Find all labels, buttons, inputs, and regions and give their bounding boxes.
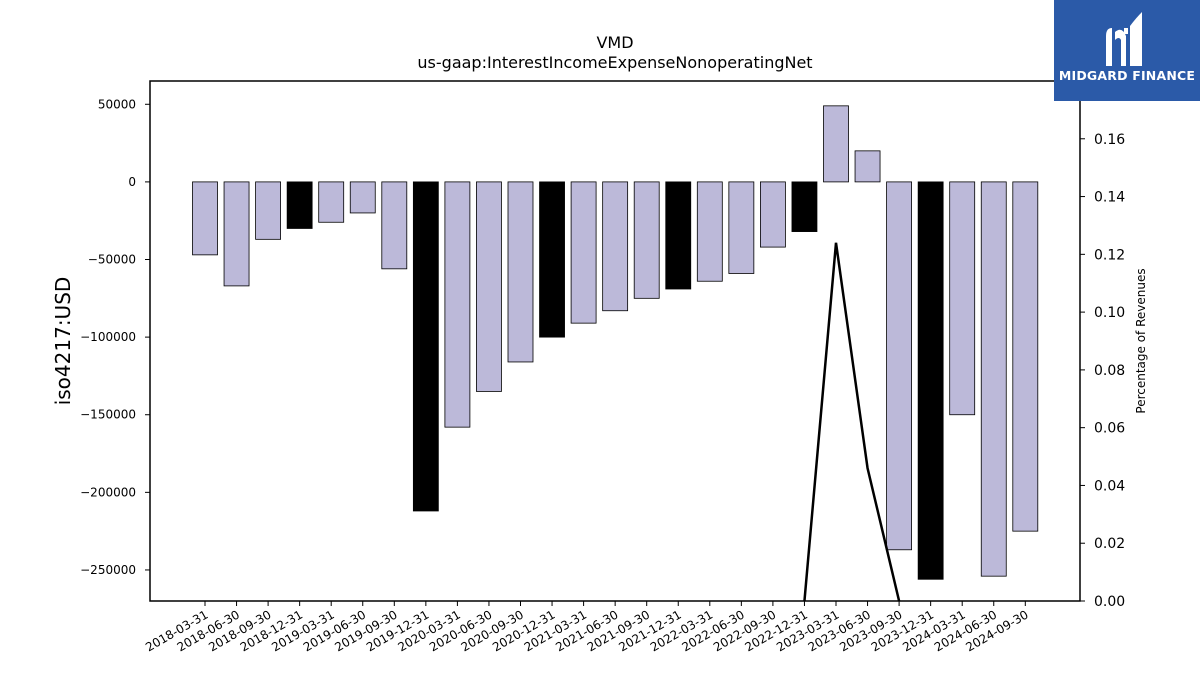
- chart-title: VMD: [596, 33, 633, 52]
- y-tick-label: −200000: [80, 485, 136, 499]
- y2-tick-label: 0.08: [1094, 363, 1125, 379]
- bar-2023-12-31: [917, 181, 944, 580]
- bar-2024-03-31: [949, 181, 976, 416]
- logo-mark-icon: [1106, 12, 1142, 66]
- x-axis: 2018-03-312018-06-302018-09-302018-12-31…: [143, 601, 1031, 654]
- bar-2021-03-31: [570, 181, 597, 324]
- bar-2019-12-31: [412, 181, 439, 512]
- bar-2021-09-30: [633, 181, 660, 299]
- y-tick-label: −250000: [80, 563, 136, 577]
- bar-2020-09-30: [507, 181, 534, 363]
- bar-2022-09-30: [760, 181, 786, 248]
- y2-tick-label: 0.12: [1094, 247, 1125, 263]
- brand-logo: MIDGARD FINANCE: [1054, 0, 1200, 101]
- y2-tick-label: 0.02: [1094, 536, 1125, 552]
- bar-2018-12-31: [286, 181, 313, 229]
- y2-tick-label: 0.14: [1094, 190, 1125, 206]
- bar-2021-12-31: [665, 181, 692, 290]
- bar-2019-09-30: [381, 181, 408, 270]
- y2-tick-label: 0.10: [1094, 305, 1125, 321]
- bar-2018-06-30: [223, 181, 250, 287]
- y2-tick-label: 0.16: [1094, 132, 1125, 148]
- bar-2019-03-31: [318, 181, 345, 223]
- y2-axis-label: Percentage of Revenues: [1134, 268, 1148, 413]
- bar-2018-09-30: [255, 181, 282, 240]
- bar-2022-12-31: [791, 181, 818, 232]
- y2-tick-label: 0.00: [1094, 594, 1125, 610]
- bar-2020-12-31: [539, 181, 565, 338]
- bar-2018-03-31: [192, 181, 218, 256]
- y2-tick-label: 0.06: [1094, 421, 1125, 437]
- y-tick-label: 0: [128, 175, 136, 189]
- bar-2022-03-31: [696, 181, 723, 282]
- y2-tick-label: 0.04: [1094, 478, 1125, 494]
- y-tick-label: −150000: [80, 408, 136, 422]
- logo-text: MIDGARD FINANCE: [1058, 68, 1196, 83]
- bar-2023-03-31: [823, 105, 849, 183]
- bar-2024-09-30: [1012, 181, 1039, 532]
- bar-2020-06-30: [476, 181, 502, 392]
- chart-subtitle: us-gaap:InterestIncomeExpenseNonoperatin…: [417, 53, 812, 72]
- bar-2022-06-30: [728, 181, 755, 274]
- y-tick-label: −100000: [80, 330, 136, 344]
- y-axis-label: iso4217:USD: [51, 277, 75, 406]
- bars-layer: [192, 105, 1039, 580]
- bar-2023-06-30: [854, 150, 881, 183]
- bar-2019-06-30: [349, 181, 376, 214]
- bar-2024-06-30: [980, 181, 1007, 577]
- bar-2020-03-31: [444, 181, 471, 428]
- y2-axis: 0.00 0.02 0.04 0.06 0.08 0.10 0.12 0.14 0.16: [1080, 132, 1125, 610]
- bar-2021-06-30: [602, 181, 629, 312]
- y-tick-label: −50000: [88, 253, 136, 267]
- bar-2023-09-30: [886, 181, 912, 551]
- y-tick-label: 50000: [98, 97, 136, 111]
- y-axis: 50000 0 −50000 −100000 −150000 −200000 −250000: [80, 97, 150, 577]
- percentage-line: [803, 242, 901, 602]
- line-layer: [803, 242, 901, 602]
